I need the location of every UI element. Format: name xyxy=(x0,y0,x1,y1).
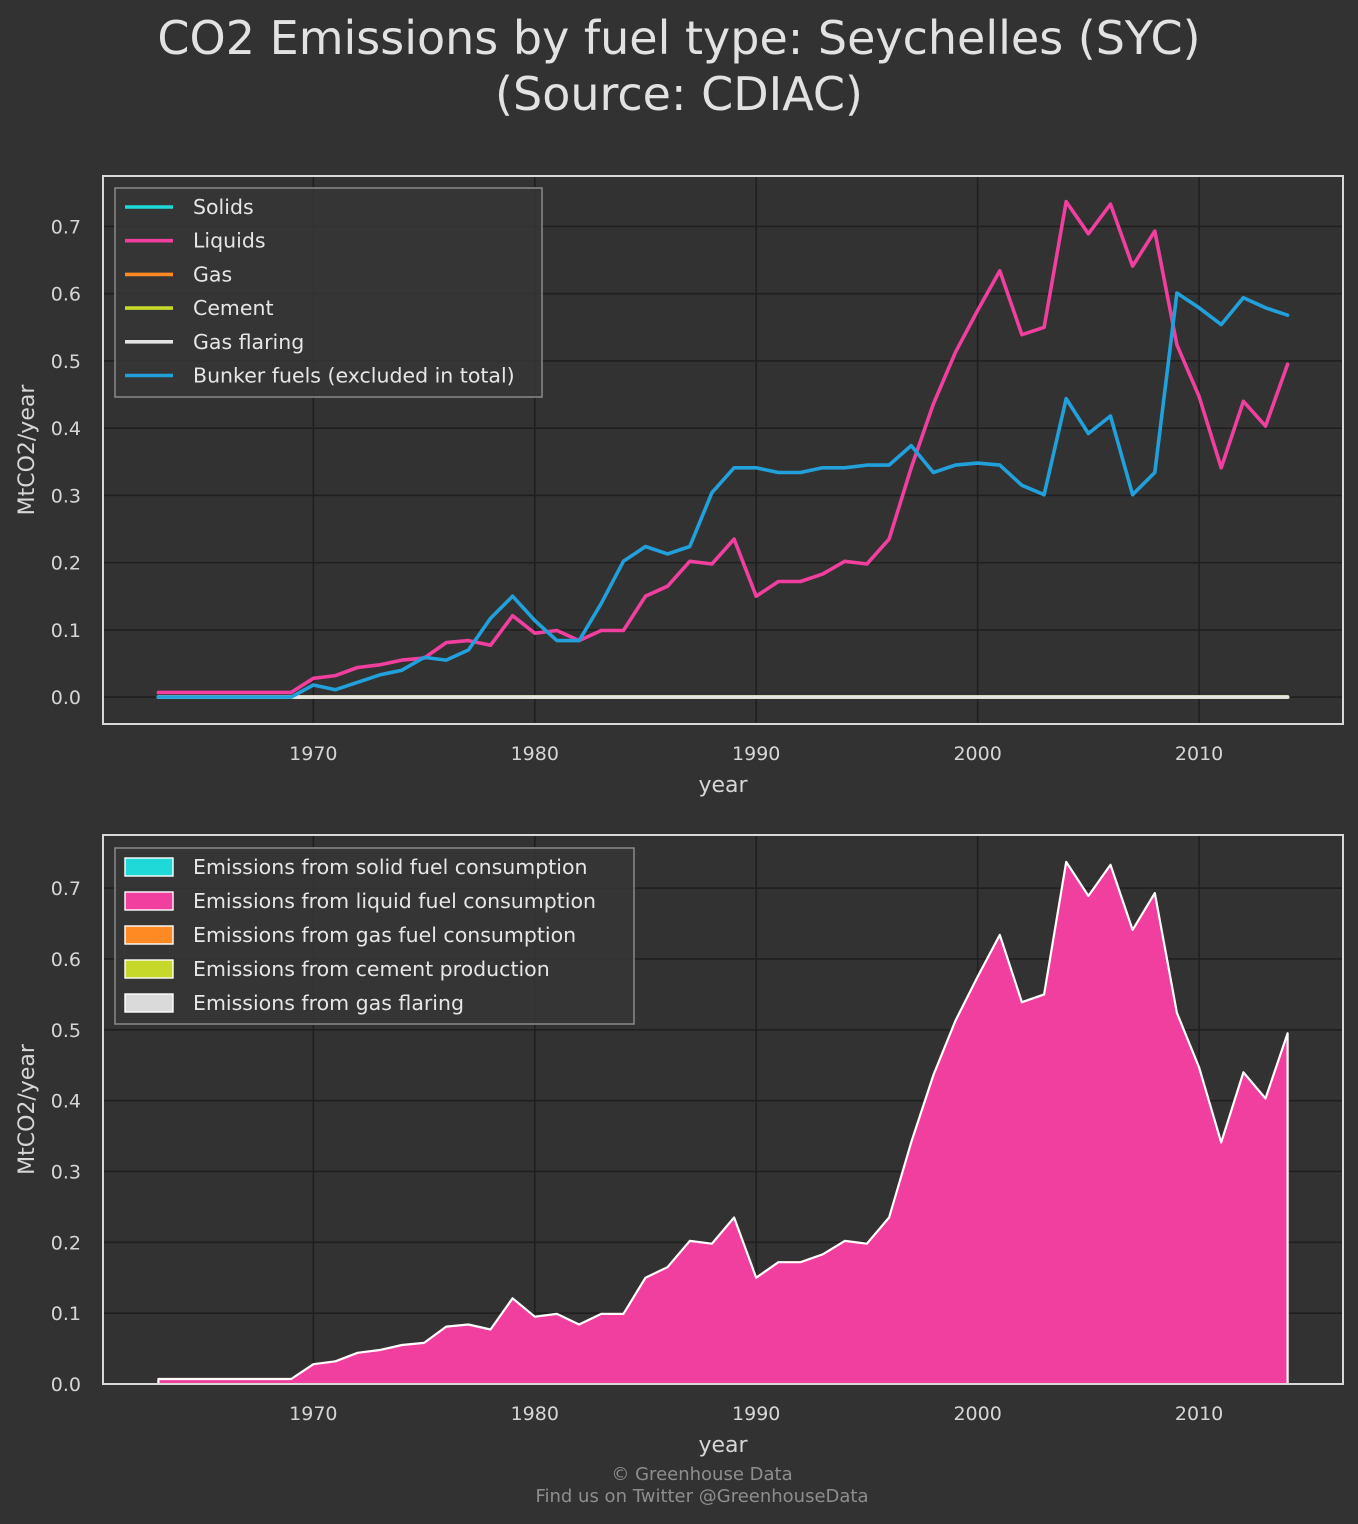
legend-swatch xyxy=(124,857,174,877)
x-axis-label: year xyxy=(698,773,748,798)
y-tick-label: 0.2 xyxy=(51,553,81,575)
y-tick-label: 0.2 xyxy=(51,1232,81,1254)
data-marks xyxy=(157,860,1289,1384)
legend-label: Emissions from gas flaring xyxy=(193,991,464,1015)
legend-label: Emissions from liquid fuel consumption xyxy=(193,889,596,913)
y-tick-label: 0.3 xyxy=(51,1161,81,1183)
legend-item-emissions-from-solid-fuel-consumption: Emissions from solid fuel consumption xyxy=(124,855,588,879)
y-tick-label: 0.7 xyxy=(51,878,81,900)
legend-label: Liquids xyxy=(193,229,266,253)
footer: © Greenhouse Data Find us on Twitter @Gr… xyxy=(0,1464,1358,1508)
y-tick-label: 0.1 xyxy=(51,1303,81,1325)
series-line-liquids xyxy=(156,199,1290,695)
legend-label: Bunker fuels (excluded in total) xyxy=(193,364,515,388)
line-chart-panel: 1970 1980 1990 2000 2010 0.0 0.1 0.2 0.3 0.4 0.5 0.… xyxy=(15,175,1344,798)
y-tick-label: 0.7 xyxy=(51,216,81,238)
y-tick-label: 0.6 xyxy=(51,284,81,306)
plot-frame xyxy=(102,834,1344,1385)
legend-item-cement: Cement xyxy=(125,296,274,320)
chart-title: CO2 Emissions by fuel type: Seychelles (… xyxy=(157,11,1201,121)
series-line-bunker-fuels-excluded-in-total xyxy=(156,291,1290,699)
legend: Emissions from solid fuel consumption Emi… xyxy=(114,847,635,1025)
y-tick-label: 0.4 xyxy=(51,1091,81,1113)
legend: Solids Liquids Gas Cement Gas flaring Bunker … xyxy=(114,187,543,398)
x-tick-label: 1970 xyxy=(289,743,337,765)
legend-box xyxy=(114,187,543,398)
x-tick-label: 2000 xyxy=(953,1403,1001,1425)
y-tick-label: 0.0 xyxy=(51,687,81,709)
legend-item-emissions-from-gas-flaring: Emissions from gas flaring xyxy=(124,991,464,1015)
legend-swatch xyxy=(124,891,174,911)
legend-label: Gas flaring xyxy=(193,330,304,354)
y-axis-label: MtCO2/year xyxy=(15,384,40,516)
copyright-text: © Greenhouse Data xyxy=(611,1464,793,1485)
legend-item-bunker-fuels-excluded-in-total: Bunker fuels (excluded in total) xyxy=(125,364,515,388)
y-tick-label: 0.5 xyxy=(51,351,81,373)
legend-item-liquids: Liquids xyxy=(125,229,266,253)
legend-label: Solids xyxy=(193,195,254,219)
y-tick-label: 0.0 xyxy=(51,1374,81,1396)
x-tick-label: 2000 xyxy=(953,743,1001,765)
legend-label: Emissions from cement production xyxy=(193,957,550,981)
y-tick-label: 0.4 xyxy=(51,418,81,440)
y-tick-label: 0.1 xyxy=(51,620,81,642)
x-tick-label: 1980 xyxy=(511,743,559,765)
legend-label: Emissions from gas fuel consumption xyxy=(193,923,576,947)
legend-item-emissions-from-cement-production: Emissions from cement production xyxy=(124,957,550,981)
legend-label: Emissions from solid fuel consumption xyxy=(193,855,588,879)
area-emissions-from-liquid-fuel-consumption xyxy=(158,861,1288,1384)
legend-item-solids: Solids xyxy=(125,195,254,219)
legend-item-emissions-from-liquid-fuel-consumption: Emissions from liquid fuel consumption xyxy=(124,889,596,913)
x-tick-label: 1990 xyxy=(732,743,780,765)
legend-box xyxy=(114,847,635,1025)
y-tick-label: 0.5 xyxy=(51,1020,81,1042)
stacked-area-chart-panel: 1970 1980 1990 2000 2010 0.0 0.1 0.2 0.3 0.4 0.5 0.… xyxy=(15,834,1344,1458)
x-tick-label: 1980 xyxy=(511,1403,559,1425)
area-total-outline xyxy=(157,860,1289,1384)
legend-swatch xyxy=(124,925,174,945)
x-axis-label: year xyxy=(698,1433,748,1458)
legend-label: Gas xyxy=(193,262,232,286)
x-tick-label: 1970 xyxy=(289,1403,337,1425)
plot-frame xyxy=(102,175,1344,725)
y-tick-label: 0.6 xyxy=(51,949,81,971)
legend-swatch xyxy=(124,993,174,1013)
twitter-text: Find us on Twitter @GreenhouseData xyxy=(535,1486,869,1507)
x-tick-label: 1990 xyxy=(732,1403,780,1425)
legend-swatch xyxy=(124,959,174,979)
legend-item-gas-flaring: Gas flaring xyxy=(125,330,304,354)
legend-item-emissions-from-gas-fuel-consumption: Emissions from gas fuel consumption xyxy=(124,923,576,947)
y-axis-label: MtCO2/year xyxy=(15,1043,40,1175)
data-marks xyxy=(156,199,1290,699)
legend-label: Cement xyxy=(193,296,274,320)
x-tick-label: 2010 xyxy=(1175,743,1223,765)
x-tick-label: 2010 xyxy=(1175,1403,1223,1425)
y-tick-label: 0.3 xyxy=(51,485,81,507)
legend-item-gas: Gas xyxy=(125,262,232,286)
